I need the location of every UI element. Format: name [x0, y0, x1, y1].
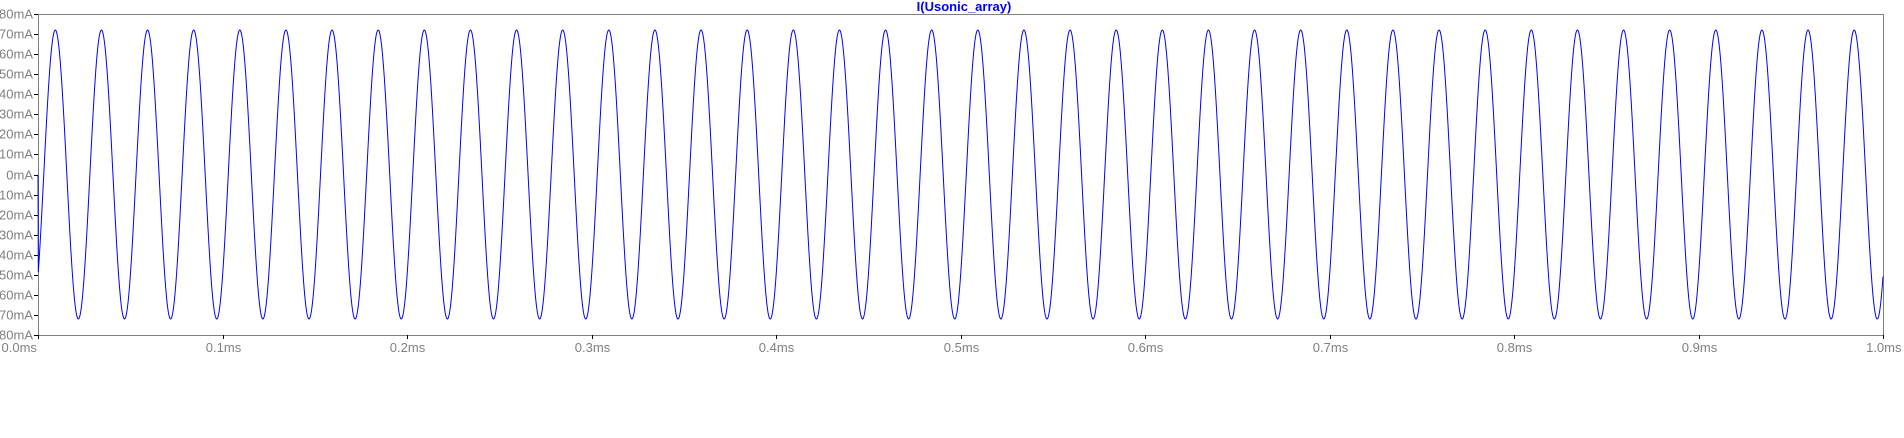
y-tick-label: 40mA — [0, 87, 33, 102]
y-axis-ticks: 80mA 70mA 60mA 50mA 40mA 30mA 20mA 10mA 0mA -10mA… — [0, 7, 38, 343]
x-tick-label: 0.1ms — [206, 340, 242, 355]
y-tick-label: 0mA — [6, 168, 33, 183]
x-tick-label: 0.9ms — [1682, 340, 1718, 355]
y-tick-label: -40mA — [0, 248, 33, 263]
plot-frame — [38, 14, 1884, 336]
y-tick-label: 50mA — [0, 67, 33, 82]
y-tick-label: 80mA — [0, 7, 33, 22]
y-tick-label: 20mA — [0, 127, 33, 142]
y-tick-label: -50mA — [0, 268, 33, 283]
axes — [38, 14, 1884, 336]
y-tick-label: -70mA — [0, 308, 33, 323]
trace-layer — [37, 29, 1884, 320]
x-tick-label: 0.2ms — [390, 340, 426, 355]
y-tick-label: -60mA — [0, 288, 33, 303]
x-tick-label: 0.4ms — [759, 340, 795, 355]
y-tick-label: -80mA — [0, 328, 33, 343]
y-tick-label: -30mA — [0, 228, 33, 243]
trace-line[interactable] — [37, 29, 1884, 320]
y-tick-label: 70mA — [0, 27, 33, 42]
y-tick-label: 30mA — [0, 107, 33, 122]
x-tick-label: 0.8ms — [1497, 340, 1533, 355]
y-tick-label: 60mA — [0, 47, 33, 62]
x-tick-label: 0.0ms — [2, 340, 38, 355]
y-tick-label: -20mA — [0, 208, 33, 223]
chart-title[interactable]: I(Usonic_array) — [917, 0, 1012, 14]
x-axis-ticks: 0.0ms 0.1ms 0.2ms 0.3ms 0.4ms 0.5ms 0.6ms 0.7ms… — [2, 335, 1902, 355]
x-tick-label: 1.0ms — [1866, 340, 1902, 355]
x-tick-label: 0.6ms — [1128, 340, 1164, 355]
y-tick-label: 10mA — [0, 147, 33, 162]
x-tick-label: 0.3ms — [575, 340, 611, 355]
x-tick-label: 0.5ms — [944, 340, 980, 355]
y-tick-label: -10mA — [0, 188, 33, 203]
x-tick-label: 0.7ms — [1313, 340, 1349, 355]
